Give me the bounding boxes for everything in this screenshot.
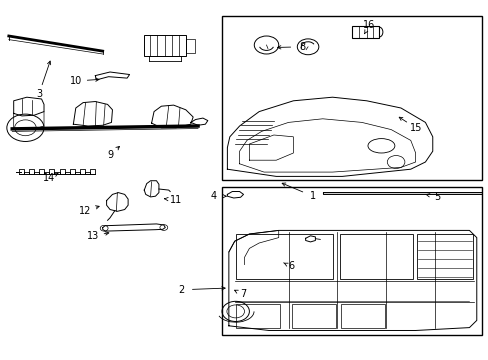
Bar	[222, 187, 481, 335]
Bar	[144, 35, 185, 56]
Bar	[340, 304, 384, 328]
Text: 3: 3	[36, 89, 42, 99]
Text: 7: 7	[240, 289, 245, 300]
Text: 14: 14	[42, 173, 55, 183]
Text: 16: 16	[362, 20, 375, 30]
Text: 4: 4	[210, 191, 216, 201]
Text: 15: 15	[408, 123, 421, 133]
Text: 11: 11	[169, 195, 182, 205]
Text: 10: 10	[69, 76, 82, 86]
Bar	[185, 39, 194, 53]
Text: 1: 1	[309, 191, 315, 201]
Bar	[291, 304, 335, 328]
Text: 6: 6	[287, 261, 293, 271]
Bar	[416, 234, 472, 279]
Bar	[351, 26, 378, 38]
Bar	[222, 16, 481, 180]
Bar	[235, 234, 333, 279]
Text: 5: 5	[434, 192, 440, 202]
Text: 8: 8	[299, 42, 305, 52]
Text: 13: 13	[86, 231, 99, 241]
Bar	[235, 304, 279, 328]
Bar	[339, 234, 412, 279]
Text: 9: 9	[107, 150, 113, 160]
Text: 12: 12	[79, 206, 92, 216]
Text: 2: 2	[178, 285, 183, 295]
